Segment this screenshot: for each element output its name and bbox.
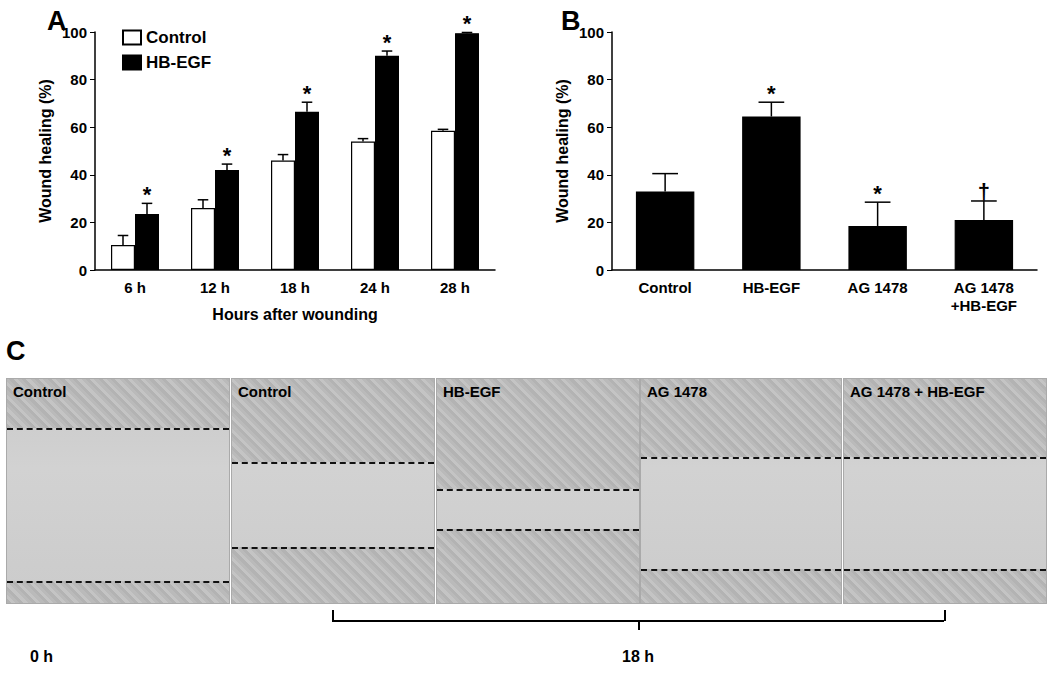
svg-text:6 h: 6 h [124, 279, 146, 296]
svg-text:0: 0 [79, 262, 87, 279]
svg-text:*: * [767, 81, 776, 106]
svg-text:Control: Control [146, 28, 206, 47]
svg-text:80: 80 [70, 71, 87, 88]
html-text:Control: Control [238, 383, 292, 400]
html-text:AG 1478: AG 1478 [647, 383, 707, 400]
svg-text:*: * [873, 181, 882, 206]
svg-text:AG 1478: AG 1478 [954, 279, 1014, 296]
svg-text:Control: Control [638, 279, 691, 296]
svg-text:100: 100 [62, 23, 87, 41]
svg-text:20: 20 [587, 214, 604, 231]
svg-text:A: A [47, 6, 67, 36]
svg-text:Wound healing (%): Wound healing (%) [554, 79, 571, 223]
svg-text:60: 60 [587, 119, 604, 136]
svg-text:60: 60 [70, 119, 87, 136]
svg-text:AG 1478: AG 1478 [848, 279, 908, 296]
svg-text:40: 40 [587, 166, 604, 183]
html-text:Control: Control [13, 383, 67, 400]
svg-text:40: 40 [70, 166, 87, 183]
svg-text:HB-EGF: HB-EGF [743, 279, 801, 296]
html-text:18 h: 18 h [622, 648, 654, 665]
html-text:AG 1478 + HB-EGF: AG 1478 + HB-EGF [850, 383, 985, 400]
svg-text:20: 20 [70, 214, 87, 231]
html-text:HB-EGF: HB-EGF [443, 383, 501, 400]
svg-text:24 h: 24 h [360, 279, 390, 296]
svg-text:100: 100 [579, 24, 604, 41]
svg-text:B: B [561, 6, 581, 36]
svg-text:18 h: 18 h [280, 279, 310, 296]
svg-text:80: 80 [587, 71, 604, 88]
svg-text:+HB-EGF: +HB-EGF [951, 297, 1017, 314]
svg-text:Hours after wounding: Hours after wounding [212, 306, 377, 323]
svg-text:HB-EGF: HB-EGF [146, 53, 211, 72]
svg-text:12 h: 12 h [200, 279, 230, 296]
svg-text:*: * [463, 11, 472, 36]
svg-text:†: † [978, 179, 990, 204]
svg-text:*: * [383, 30, 392, 55]
svg-text:*: * [143, 182, 152, 207]
svg-text:Wound healing (%): Wound healing (%) [37, 79, 54, 223]
svg-text:*: * [223, 143, 232, 168]
html-text:0 h: 0 h [30, 648, 54, 665]
svg-text:0: 0 [596, 262, 604, 279]
svg-text:*: * [303, 81, 312, 106]
svg-text:28 h: 28 h [440, 279, 470, 296]
html-text:C: C [6, 336, 26, 366]
